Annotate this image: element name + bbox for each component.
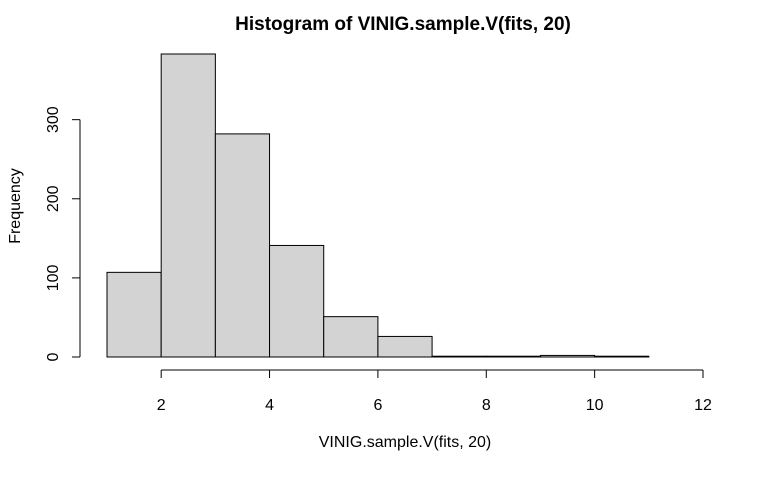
histogram-bar-4 [323, 316, 379, 358]
y-axis: 0 100 200 300 [45, 106, 81, 361]
chart-title: Histogram of VINIG.sample.V(fits, 20) [235, 14, 571, 35]
histogram-bar-5 [377, 335, 433, 358]
histogram-bar-2 [214, 133, 271, 358]
x-axis-title: VINIG.sample.V(fits, 20) [319, 434, 492, 451]
x-tick-label: 12 [694, 397, 712, 414]
x-tick-label: 6 [373, 397, 382, 414]
x-tick-label: 4 [265, 397, 274, 414]
histogram-bar-1 [160, 53, 216, 358]
histogram-bar-8 [539, 354, 596, 358]
histogram-bars [106, 53, 650, 358]
y-axis-title: Frequency [7, 168, 24, 244]
x-tick-label: 2 [157, 397, 166, 414]
histogram-bar-6 [431, 355, 487, 358]
histogram-bar-0 [106, 271, 162, 358]
histogram-bar-7 [485, 355, 541, 358]
x-tick-label: 10 [586, 397, 604, 414]
y-tick-label: 300 [45, 106, 62, 133]
histogram-bar-3 [269, 244, 325, 358]
x-tick-label: 8 [482, 397, 491, 414]
y-tick-label: 0 [45, 352, 62, 361]
y-tick-label: 100 [45, 264, 62, 291]
y-tick-label: 200 [45, 185, 62, 212]
histogram-bar-9 [594, 355, 650, 358]
x-axis: 2 4 6 8 10 12 [157, 369, 712, 414]
